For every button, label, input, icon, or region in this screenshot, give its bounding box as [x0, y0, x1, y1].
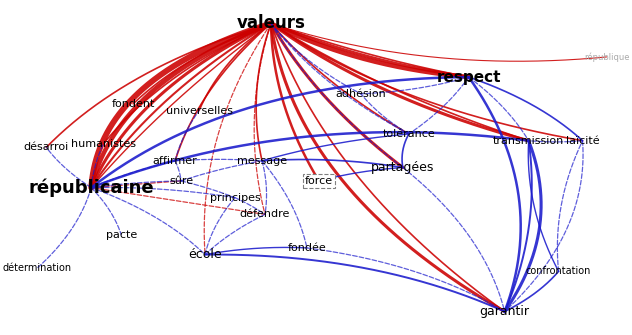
Text: républicaine: républicaine — [28, 178, 154, 197]
Text: défendre: défendre — [240, 209, 290, 219]
Text: sûre: sûre — [169, 176, 193, 186]
Text: école: école — [188, 248, 222, 261]
Text: république: république — [584, 52, 629, 62]
Text: force: force — [305, 176, 333, 186]
Text: partagées: partagées — [371, 161, 434, 174]
Text: fondent: fondent — [111, 99, 155, 109]
Text: désarroi: désarroi — [23, 142, 69, 152]
Text: force: force — [305, 176, 333, 186]
Text: transmission: transmission — [493, 136, 564, 146]
Text: fondée: fondée — [288, 243, 326, 253]
Text: message: message — [237, 156, 287, 166]
Text: valeurs: valeurs — [236, 14, 305, 32]
Text: adhésion: adhésion — [336, 89, 386, 99]
Text: tolérance: tolérance — [382, 129, 435, 139]
Text: garantir: garantir — [480, 305, 530, 318]
Text: universelles: universelles — [166, 106, 233, 116]
Text: principes: principes — [210, 193, 260, 203]
Text: pacte: pacte — [106, 229, 137, 240]
Text: respect: respect — [437, 70, 501, 84]
Text: affirmer: affirmer — [153, 156, 197, 166]
Text: confrontation: confrontation — [526, 266, 592, 276]
Text: laïcité: laïcité — [566, 136, 599, 146]
Text: détermination: détermination — [3, 263, 72, 273]
Text: humanistes: humanistes — [71, 139, 136, 149]
